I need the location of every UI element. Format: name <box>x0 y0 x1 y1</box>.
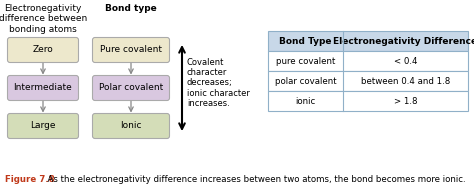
Text: between 0.4 and 1.8: between 0.4 and 1.8 <box>361 77 450 85</box>
Text: Intermediate: Intermediate <box>14 84 73 92</box>
Text: Zero: Zero <box>33 46 54 54</box>
Text: Covalent
character
decreases;
ionic character
increases.: Covalent character decreases; ionic char… <box>187 58 250 108</box>
Text: Electronegativity
difference between
bonding atoms: Electronegativity difference between bon… <box>0 4 87 34</box>
Text: Figure 7.8: Figure 7.8 <box>5 176 55 184</box>
Bar <box>268 31 468 51</box>
Text: Electronegativity Difference: Electronegativity Difference <box>333 36 474 46</box>
FancyBboxPatch shape <box>92 114 170 139</box>
Text: Bond type: Bond type <box>105 4 157 13</box>
Bar <box>268 71 468 91</box>
FancyBboxPatch shape <box>8 114 79 139</box>
Text: Ionic: Ionic <box>120 122 142 130</box>
Text: pure covalent: pure covalent <box>276 57 335 66</box>
FancyBboxPatch shape <box>8 75 79 101</box>
Text: Polar covalent: Polar covalent <box>99 84 163 92</box>
Text: > 1.8: > 1.8 <box>394 97 417 105</box>
Bar <box>268 51 468 71</box>
Text: Bond Type: Bond Type <box>279 36 332 46</box>
Bar <box>268 91 468 111</box>
FancyBboxPatch shape <box>92 37 170 63</box>
Text: < 0.4: < 0.4 <box>394 57 417 66</box>
FancyBboxPatch shape <box>8 37 79 63</box>
Text: ionic: ionic <box>295 97 316 105</box>
Text: As the electronegativity difference increases between two atoms, the bond become: As the electronegativity difference incr… <box>42 176 465 184</box>
Text: Pure covalent: Pure covalent <box>100 46 162 54</box>
FancyBboxPatch shape <box>92 75 170 101</box>
Text: Large: Large <box>30 122 56 130</box>
Text: polar covalent: polar covalent <box>275 77 337 85</box>
